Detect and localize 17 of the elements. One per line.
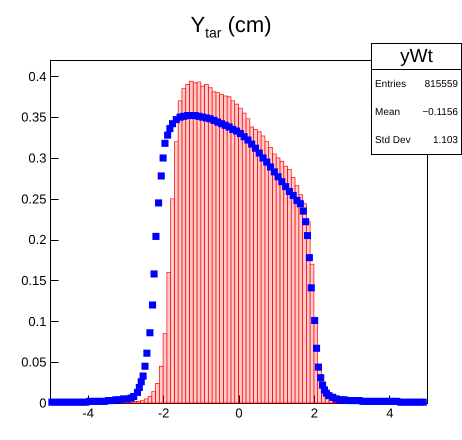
- y-tick-label: 0.2: [28, 232, 46, 248]
- x-tick-label: -4: [82, 406, 94, 420]
- y-tick-label: 0.3: [28, 150, 46, 166]
- y-tick-label: 0.05: [21, 354, 46, 370]
- y-tick-label: 0.4: [28, 68, 46, 84]
- x-tick-label: 4: [386, 406, 394, 420]
- y-tick-label: 0.35: [21, 110, 46, 125]
- y-tick-label: 0.25: [21, 191, 46, 206]
- x-tick-label: -2: [158, 406, 170, 420]
- annotation: yWt: [372, 44, 461, 70]
- x-tick-label: 2: [310, 406, 318, 420]
- x-tick-label: 0: [235, 406, 243, 420]
- y-tick-label: 0: [39, 396, 46, 410]
- chart-title: Y$_{tar}$ (cm): [189, 12, 273, 40]
- stats-box: yWt Entries 815559 Mean −0.1156 Std Dev 1.103: [371, 43, 462, 155]
- y-tick-label: 0.15: [21, 273, 46, 288]
- y-tick-label: 0.1: [28, 314, 46, 329]
